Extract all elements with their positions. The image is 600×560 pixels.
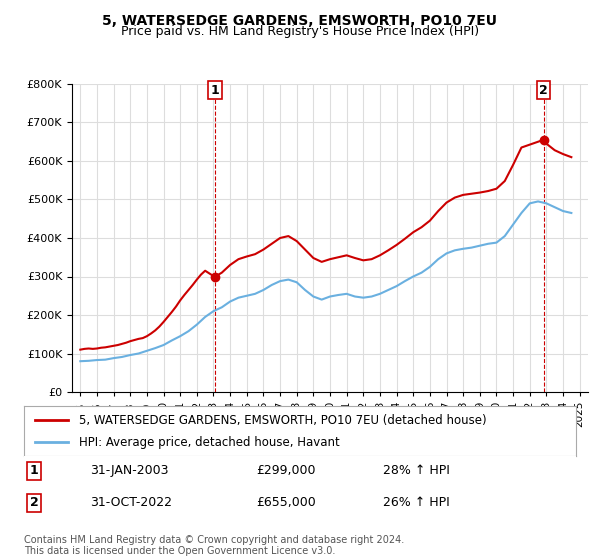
Text: 2: 2 xyxy=(29,496,38,509)
Text: 5, WATERSEDGE GARDENS, EMSWORTH, PO10 7EU (detached house): 5, WATERSEDGE GARDENS, EMSWORTH, PO10 7E… xyxy=(79,414,487,427)
Text: 26% ↑ HPI: 26% ↑ HPI xyxy=(383,496,449,509)
Text: 31-OCT-2022: 31-OCT-2022 xyxy=(90,496,172,509)
Text: HPI: Average price, detached house, Havant: HPI: Average price, detached house, Hava… xyxy=(79,436,340,449)
Text: £655,000: £655,000 xyxy=(256,496,316,509)
Text: 1: 1 xyxy=(29,464,38,477)
Text: 5, WATERSEDGE GARDENS, EMSWORTH, PO10 7EU: 5, WATERSEDGE GARDENS, EMSWORTH, PO10 7E… xyxy=(103,14,497,28)
Text: £299,000: £299,000 xyxy=(256,464,316,477)
Text: 31-JAN-2003: 31-JAN-2003 xyxy=(90,464,169,477)
Text: 1: 1 xyxy=(211,84,219,97)
Text: Price paid vs. HM Land Registry's House Price Index (HPI): Price paid vs. HM Land Registry's House … xyxy=(121,25,479,38)
Text: Contains HM Land Registry data © Crown copyright and database right 2024.
This d: Contains HM Land Registry data © Crown c… xyxy=(24,535,404,557)
Text: 28% ↑ HPI: 28% ↑ HPI xyxy=(383,464,449,477)
Text: 2: 2 xyxy=(539,84,548,97)
